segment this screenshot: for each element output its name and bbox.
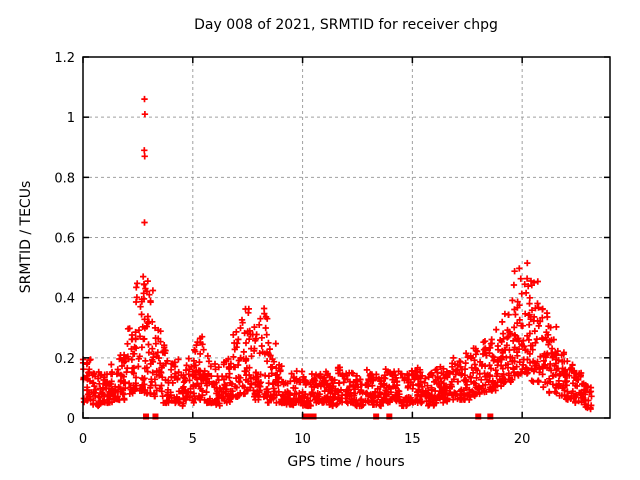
scatter-points	[79, 95, 595, 413]
tick-marks	[82, 56, 610, 419]
y-tick-label: 0.2	[54, 352, 75, 367]
y-tick-label: 0.6	[54, 232, 75, 247]
x-tick-label: 20	[514, 432, 531, 447]
y-tick-label: 0.4	[54, 292, 75, 307]
y-tick-label: 1.2	[54, 51, 75, 66]
chart-title: Day 008 of 2021, SRMTID for receiver chp…	[194, 17, 498, 33]
y-tick-label: 1	[67, 111, 75, 126]
y-tick-label: 0	[67, 412, 75, 427]
x-tick-label: 15	[404, 432, 421, 447]
x-tick-label: 5	[189, 432, 197, 447]
y-tick-label: 0.8	[54, 171, 75, 186]
x-axis-label: GPS time / hours	[287, 454, 404, 470]
y-axis-label: SRMTID / TECUs	[18, 181, 34, 294]
tick-labels: 0 5 10 15 20 0 0.2 0.4 0.6 0.8 1 1.2	[54, 51, 530, 447]
x-tick-label: 0	[79, 432, 87, 447]
x-tick-label: 10	[294, 432, 311, 447]
grid-lines	[83, 57, 610, 418]
